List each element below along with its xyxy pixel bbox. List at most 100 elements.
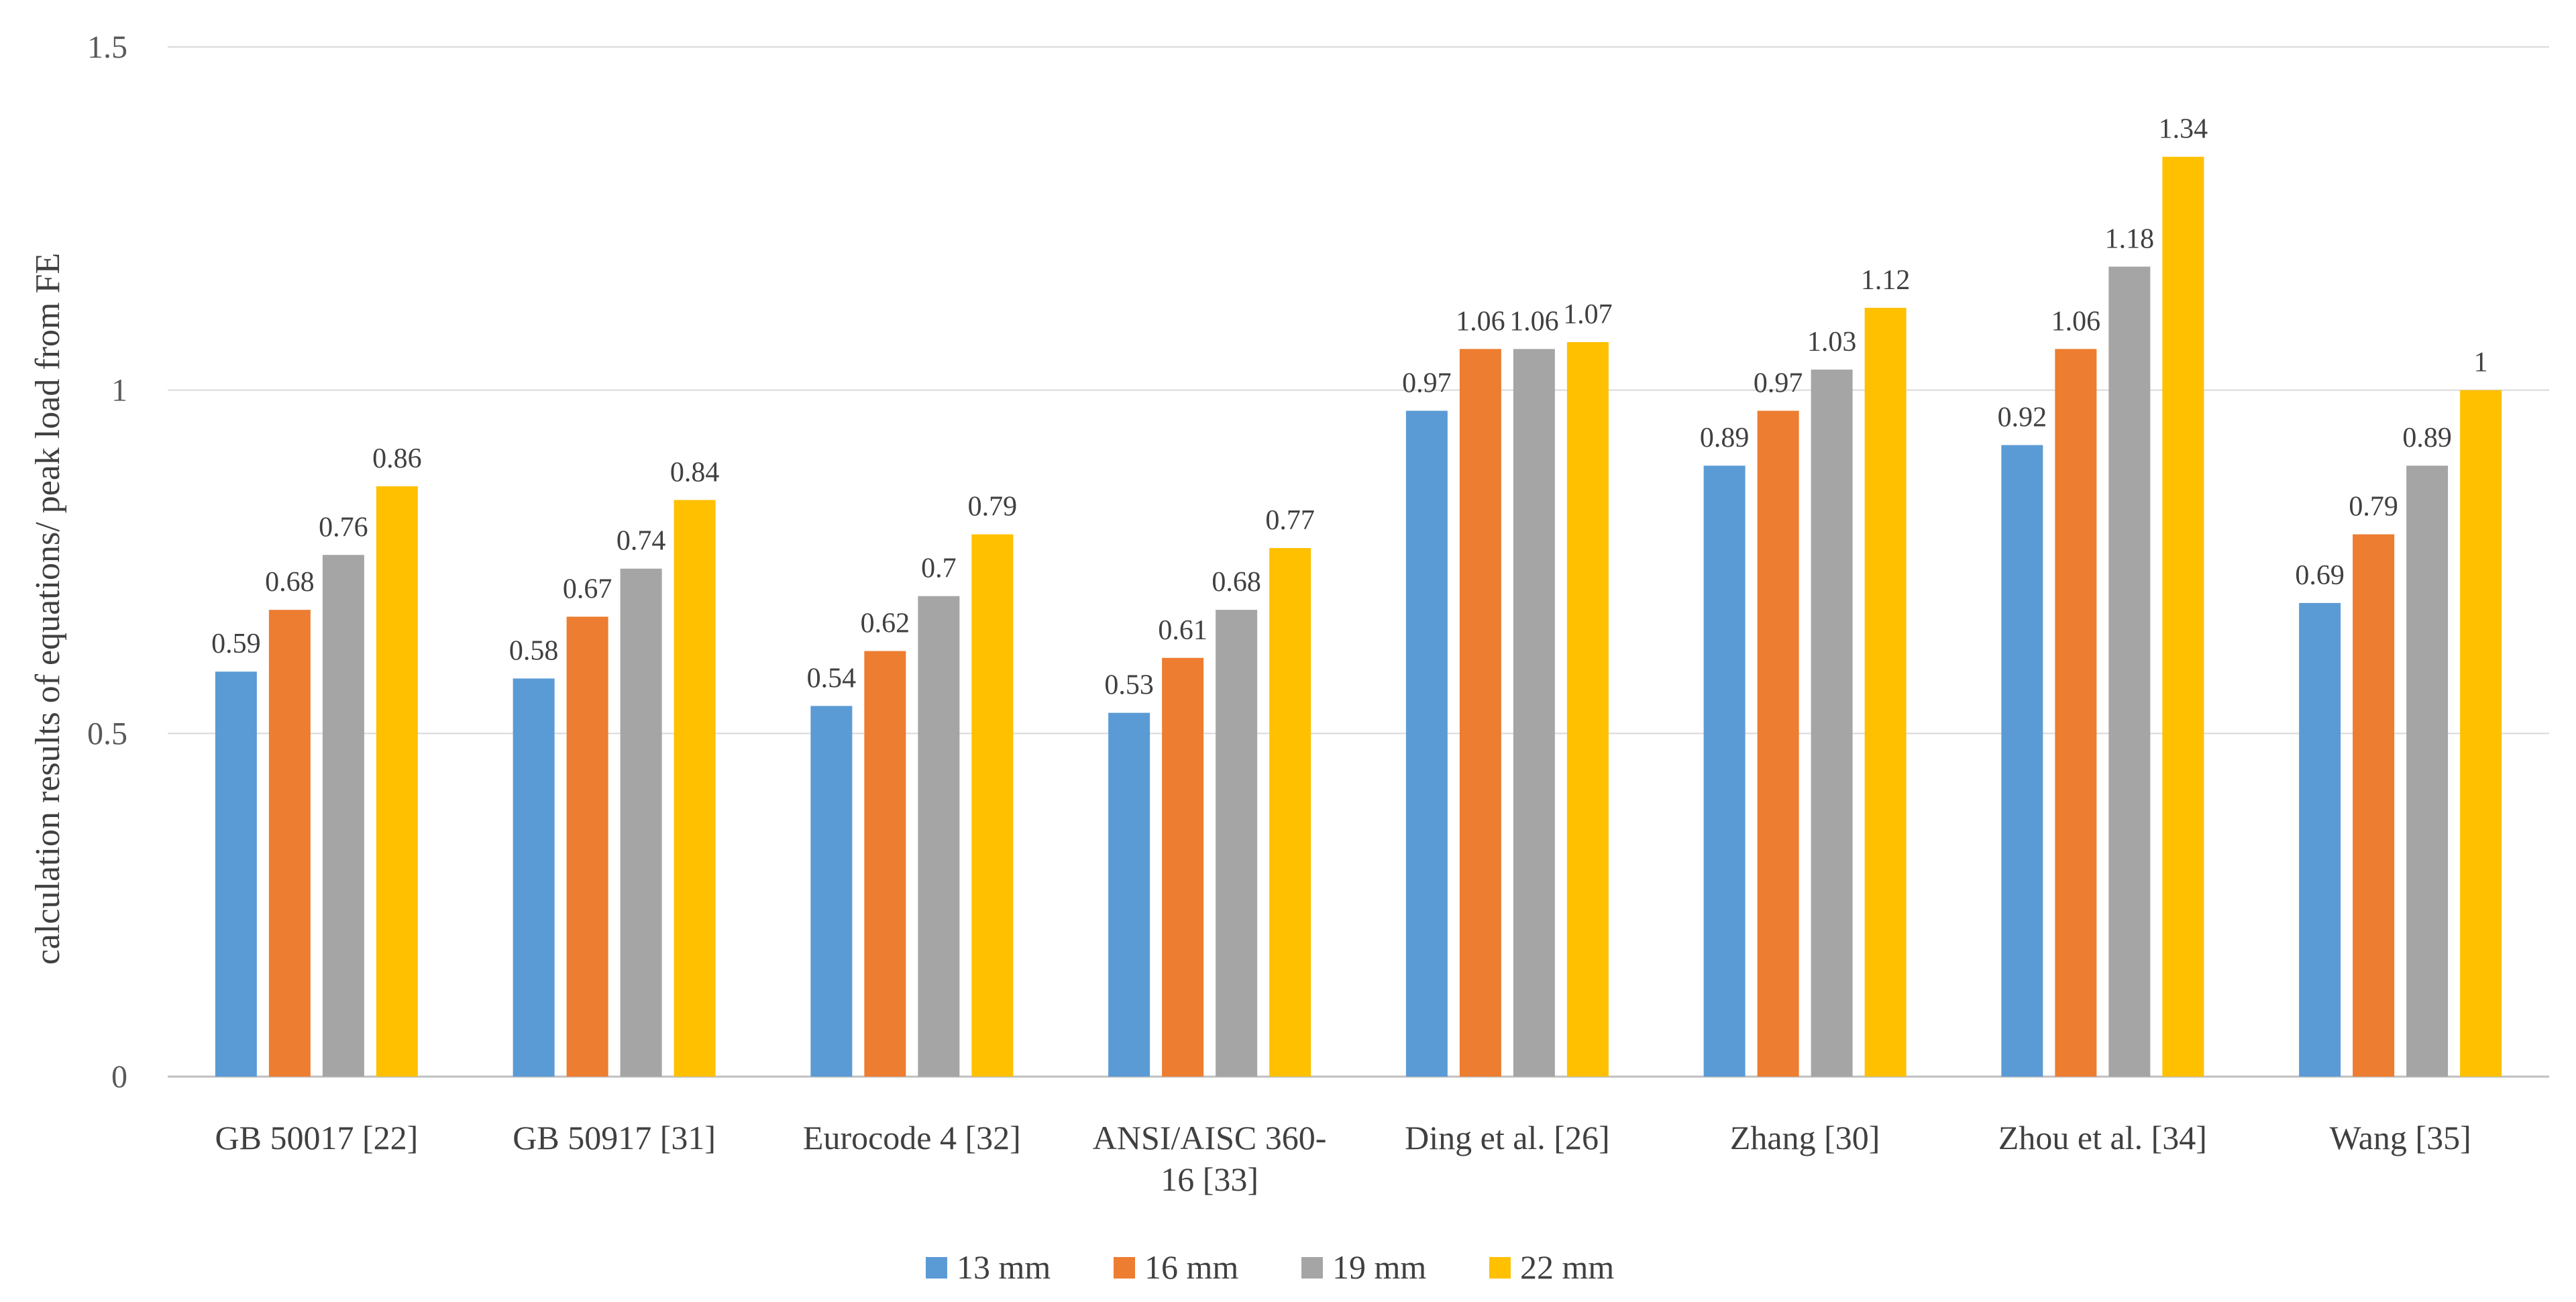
data-label: 1.06 [2051, 306, 2101, 337]
x-tick-label: Eurocode 4 [32] [803, 1119, 1021, 1156]
data-label: 0.7 [921, 553, 957, 584]
x-tick-label-line: GB 50017 [22] [215, 1119, 418, 1156]
bar [2299, 602, 2341, 1077]
bar [810, 706, 853, 1077]
data-label: 0.86 [372, 443, 422, 474]
y-tick-label: 1.5 [87, 30, 127, 65]
legend-label: 16 mm [1144, 1248, 1238, 1286]
bar [1216, 610, 1258, 1077]
bar [1757, 411, 1799, 1077]
data-label: 0.62 [861, 608, 910, 639]
bar [1703, 466, 1746, 1077]
data-label: 1.12 [1861, 265, 1911, 296]
legend-label: 13 mm [957, 1248, 1051, 1286]
x-tick-label-line: Ding et al. [26] [1405, 1119, 1609, 1156]
bar [1864, 307, 1907, 1077]
legend-label: 19 mm [1332, 1248, 1426, 1286]
x-tick-label-line: Zhou et al. [34] [1998, 1119, 2207, 1156]
bar [971, 534, 1014, 1077]
data-label: 0.61 [1158, 615, 1208, 646]
bar [566, 616, 608, 1077]
data-label: 0.77 [1265, 505, 1315, 536]
data-label: 0.89 [2402, 423, 2452, 453]
bar [864, 651, 906, 1077]
data-label: 0.54 [807, 663, 857, 694]
bar [620, 568, 662, 1077]
bar [513, 678, 555, 1077]
data-labels: 0.590.680.760.860.580.670.740.840.540.62… [211, 114, 2488, 701]
legend-swatch [926, 1257, 947, 1279]
x-tick-label: Wang [35] [2330, 1119, 2471, 1156]
x-tick-label-line: 16 [33] [1161, 1160, 1258, 1198]
legend: 13 mm 16 mm 19 mm 22 mm [926, 1248, 1614, 1286]
data-label: 0.69 [2295, 560, 2345, 591]
data-label: 0.53 [1104, 670, 1154, 701]
bar [2001, 445, 2043, 1077]
x-tick-label-line: Eurocode 4 [32] [803, 1119, 1021, 1156]
data-label: 1.03 [1807, 327, 1857, 358]
bar [2460, 390, 2502, 1077]
x-tick-label: Zhang [30] [1730, 1119, 1880, 1156]
bar [1405, 411, 1448, 1077]
data-label: 1.34 [2159, 114, 2208, 145]
x-tick-label: Ding et al. [26] [1405, 1119, 1609, 1156]
bar [1459, 349, 1501, 1077]
data-label: 0.97 [1402, 368, 1452, 398]
legend-swatch [1301, 1257, 1323, 1279]
data-label: 1 [2474, 347, 2488, 378]
bar [215, 671, 257, 1077]
bar [2108, 266, 2151, 1077]
legend-swatch [1114, 1257, 1135, 1279]
data-label: 0.79 [968, 492, 1018, 523]
bar [1269, 548, 1311, 1077]
data-label: 0.58 [509, 635, 559, 666]
bar [1513, 349, 1555, 1077]
x-tick-label-line: ANSI/AISC 360- [1093, 1119, 1327, 1156]
bar [2353, 534, 2395, 1077]
y-tick-label: 1 [111, 373, 127, 409]
x-tick-label: ANSI/AISC 360- 16 [33] [1093, 1119, 1327, 1198]
data-label: 1.07 [1563, 299, 1613, 330]
data-label: 0.89 [1700, 423, 1750, 453]
bar [376, 486, 418, 1077]
bar [674, 500, 716, 1077]
data-label: 0.68 [1212, 567, 1261, 598]
bar [322, 555, 364, 1077]
data-label: 0.68 [265, 567, 315, 598]
gridlines [168, 46, 2549, 1078]
data-label: 1.06 [1509, 306, 1559, 337]
data-label: 0.76 [319, 512, 368, 543]
axes: 0 0.5 1 1.5 calculation results of equations… [29, 30, 2471, 1198]
data-label: 0.59 [211, 629, 261, 659]
data-label: 0.97 [1754, 368, 1803, 398]
data-label: 0.74 [616, 526, 666, 557]
bar [268, 610, 311, 1077]
data-label: 0.79 [2349, 492, 2398, 523]
bar [1108, 712, 1150, 1077]
x-tick-label-line: Wang [35] [2330, 1119, 2471, 1156]
x-tick-label: Zhou et al. [34] [1998, 1119, 2207, 1156]
bar [1566, 342, 1609, 1077]
y-axis-title: calculation results of equations/ peak l… [29, 253, 67, 965]
data-label: 0.92 [1998, 402, 2047, 433]
bar [2055, 349, 2097, 1077]
legend-label: 22 mm [1520, 1248, 1614, 1286]
bar [1811, 369, 1853, 1077]
bars [215, 156, 2502, 1077]
bar [2406, 466, 2449, 1077]
legend-swatch [1489, 1257, 1511, 1279]
x-tick-label-line: Zhang [30] [1730, 1119, 1880, 1156]
bar [2162, 156, 2204, 1077]
x-tick-label: GB 50017 [22] [215, 1119, 418, 1156]
x-tick-label-line: GB 50917 [31] [513, 1119, 716, 1156]
data-label: 1.06 [1456, 306, 1505, 337]
bar [918, 596, 960, 1077]
data-label: 1.18 [2105, 223, 2155, 254]
y-tick-label: 0.5 [87, 716, 127, 751]
bar [1162, 657, 1204, 1077]
y-tick-label: 0 [111, 1059, 127, 1095]
data-label: 0.67 [563, 574, 612, 604]
data-label: 0.84 [670, 457, 720, 488]
